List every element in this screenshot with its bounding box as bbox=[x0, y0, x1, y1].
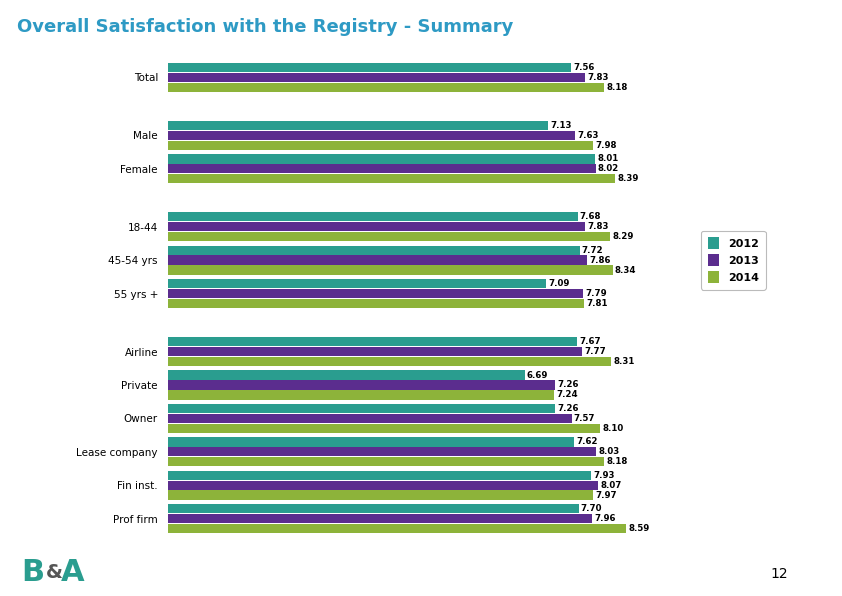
Bar bbox=[168, 164, 595, 173]
Bar bbox=[168, 357, 611, 366]
Text: 7.96: 7.96 bbox=[594, 514, 616, 523]
Text: 8.02: 8.02 bbox=[598, 164, 619, 173]
Text: 7.26: 7.26 bbox=[557, 404, 578, 413]
Text: 7.98: 7.98 bbox=[595, 141, 617, 150]
Bar bbox=[168, 471, 591, 480]
Text: 7.26: 7.26 bbox=[557, 380, 578, 389]
Bar bbox=[168, 457, 605, 467]
Bar bbox=[168, 222, 585, 231]
Text: 8.07: 8.07 bbox=[600, 481, 621, 490]
Bar bbox=[168, 390, 554, 399]
Bar bbox=[168, 299, 584, 308]
Text: 7.63: 7.63 bbox=[577, 131, 599, 140]
Legend: 2012, 2013, 2014: 2012, 2013, 2014 bbox=[701, 231, 765, 290]
Text: 8.59: 8.59 bbox=[628, 524, 649, 533]
Bar bbox=[168, 265, 613, 275]
Text: 12: 12 bbox=[770, 567, 788, 581]
Bar bbox=[168, 73, 585, 82]
Bar bbox=[168, 256, 587, 265]
Bar bbox=[168, 337, 577, 346]
Text: 6.69: 6.69 bbox=[527, 371, 548, 380]
Text: 7.83: 7.83 bbox=[588, 222, 609, 231]
Text: 7.86: 7.86 bbox=[589, 256, 610, 265]
Bar bbox=[168, 480, 599, 490]
Bar bbox=[168, 380, 555, 390]
Bar bbox=[168, 504, 578, 513]
Text: 8.03: 8.03 bbox=[599, 448, 620, 457]
Text: 8.39: 8.39 bbox=[617, 174, 639, 183]
Text: 7.68: 7.68 bbox=[579, 212, 601, 221]
Bar bbox=[168, 491, 593, 500]
Bar bbox=[168, 141, 594, 150]
Text: 7.13: 7.13 bbox=[551, 121, 572, 130]
Text: 7.81: 7.81 bbox=[587, 299, 608, 308]
Bar bbox=[168, 232, 610, 241]
Bar bbox=[168, 403, 555, 413]
Bar bbox=[168, 437, 574, 446]
Bar bbox=[168, 63, 571, 72]
Text: 8.29: 8.29 bbox=[612, 232, 633, 241]
Text: 7.97: 7.97 bbox=[595, 491, 616, 499]
Bar bbox=[168, 514, 593, 523]
Bar bbox=[168, 447, 596, 457]
Bar bbox=[168, 524, 626, 533]
Text: 7.24: 7.24 bbox=[557, 390, 578, 399]
Text: 8.01: 8.01 bbox=[597, 154, 619, 163]
Text: 7.93: 7.93 bbox=[593, 471, 615, 480]
Text: 8.10: 8.10 bbox=[602, 424, 623, 433]
Bar bbox=[168, 212, 578, 222]
Bar bbox=[168, 279, 546, 288]
Bar bbox=[168, 174, 616, 184]
Text: 7.09: 7.09 bbox=[548, 279, 569, 288]
Bar bbox=[168, 246, 579, 255]
Text: 7.79: 7.79 bbox=[585, 289, 607, 298]
Text: A: A bbox=[61, 558, 84, 587]
Text: 7.77: 7.77 bbox=[584, 347, 606, 356]
Bar bbox=[168, 121, 548, 130]
Text: B: B bbox=[21, 558, 44, 587]
Bar bbox=[168, 347, 583, 356]
Text: 7.70: 7.70 bbox=[581, 504, 602, 513]
Text: 8.34: 8.34 bbox=[615, 266, 637, 275]
Text: 8.31: 8.31 bbox=[613, 357, 635, 366]
Text: &: & bbox=[46, 563, 63, 582]
Bar bbox=[168, 289, 584, 298]
Text: 8.18: 8.18 bbox=[606, 83, 627, 92]
Bar bbox=[168, 154, 595, 163]
Text: 7.62: 7.62 bbox=[577, 437, 598, 446]
Bar bbox=[168, 83, 605, 92]
Text: With an overall satisfaction rating of 8.0 extremely difficult to reach on any s: With an overall satisfaction rating of 8… bbox=[107, 569, 568, 579]
Text: 7.67: 7.67 bbox=[579, 337, 600, 346]
Bar bbox=[168, 131, 575, 140]
Bar bbox=[168, 424, 600, 433]
Text: 7.56: 7.56 bbox=[573, 63, 594, 72]
Bar bbox=[168, 370, 525, 380]
Text: 7.83: 7.83 bbox=[588, 73, 609, 82]
Bar bbox=[168, 414, 572, 423]
Text: 7.57: 7.57 bbox=[573, 414, 595, 423]
Text: Overall Satisfaction with the Registry - Summary: Overall Satisfaction with the Registry -… bbox=[17, 18, 514, 36]
Text: 7.72: 7.72 bbox=[582, 246, 604, 254]
Text: 8.18: 8.18 bbox=[606, 457, 627, 466]
